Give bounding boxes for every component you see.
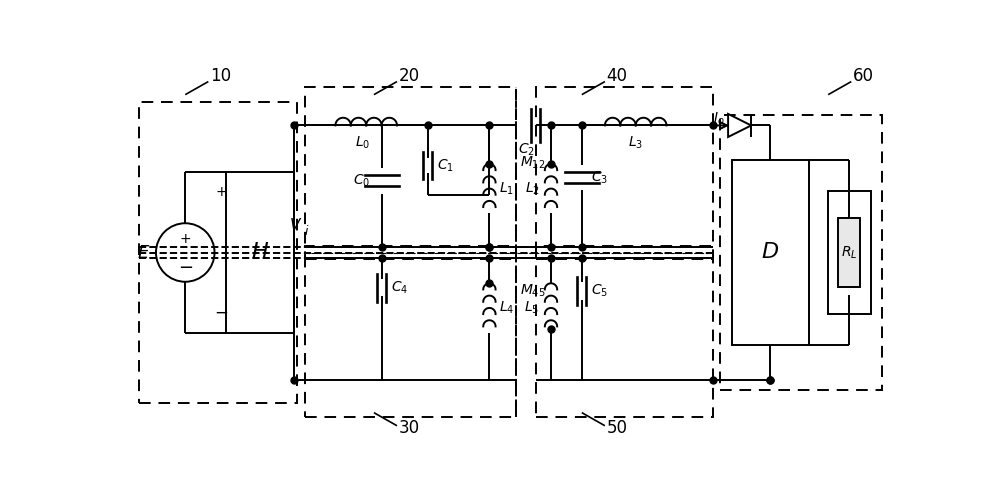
Text: +: +	[216, 186, 227, 200]
Bar	[838, 218, 860, 287]
Text: $L_1$: $L_1$	[499, 180, 514, 197]
Text: $R_L$: $R_L$	[841, 244, 857, 260]
Bar	[305, 87, 516, 258]
Bar	[226, 172, 294, 334]
Text: $M_{12}$: $M_{12}$	[520, 154, 546, 170]
Text: $C_2$: $C_2$	[518, 142, 535, 158]
Text: $C_4$: $C_4$	[391, 280, 408, 296]
Text: i: i	[304, 225, 308, 238]
Text: $L_0$: $L_0$	[355, 135, 370, 152]
Text: $C_0$: $C_0$	[353, 172, 370, 189]
Text: $L_5$: $L_5$	[524, 300, 539, 316]
Bar	[536, 246, 713, 416]
Text: $C_5$: $C_5$	[591, 283, 608, 299]
Text: $I_o$: $I_o$	[713, 111, 725, 128]
Text: −: −	[178, 259, 193, 277]
Text: 30: 30	[399, 420, 420, 438]
Text: 60: 60	[853, 67, 874, 85]
Bar	[536, 87, 713, 258]
Text: V: V	[290, 218, 301, 233]
Bar	[305, 246, 516, 416]
Text: 40: 40	[606, 67, 627, 85]
Text: −: −	[215, 304, 228, 322]
Polygon shape	[728, 114, 751, 137]
Text: $C_3$: $C_3$	[591, 170, 608, 186]
Text: +: +	[179, 232, 191, 246]
Bar	[720, 116, 882, 390]
Bar	[732, 160, 809, 345]
Text: $L_3$: $L_3$	[628, 135, 643, 152]
Text: 20: 20	[399, 67, 420, 85]
Bar	[139, 102, 297, 403]
Text: H: H	[252, 242, 268, 262]
Text: D: D	[762, 242, 779, 262]
Text: $M_{45}$: $M_{45}$	[520, 283, 546, 299]
Text: $L_4$: $L_4$	[499, 300, 514, 316]
Bar	[828, 191, 871, 314]
Text: 10: 10	[210, 67, 231, 85]
Text: E: E	[137, 244, 149, 262]
Text: $L_2$: $L_2$	[525, 180, 539, 197]
Text: $C_1$: $C_1$	[437, 158, 454, 174]
Text: 50: 50	[606, 420, 627, 438]
